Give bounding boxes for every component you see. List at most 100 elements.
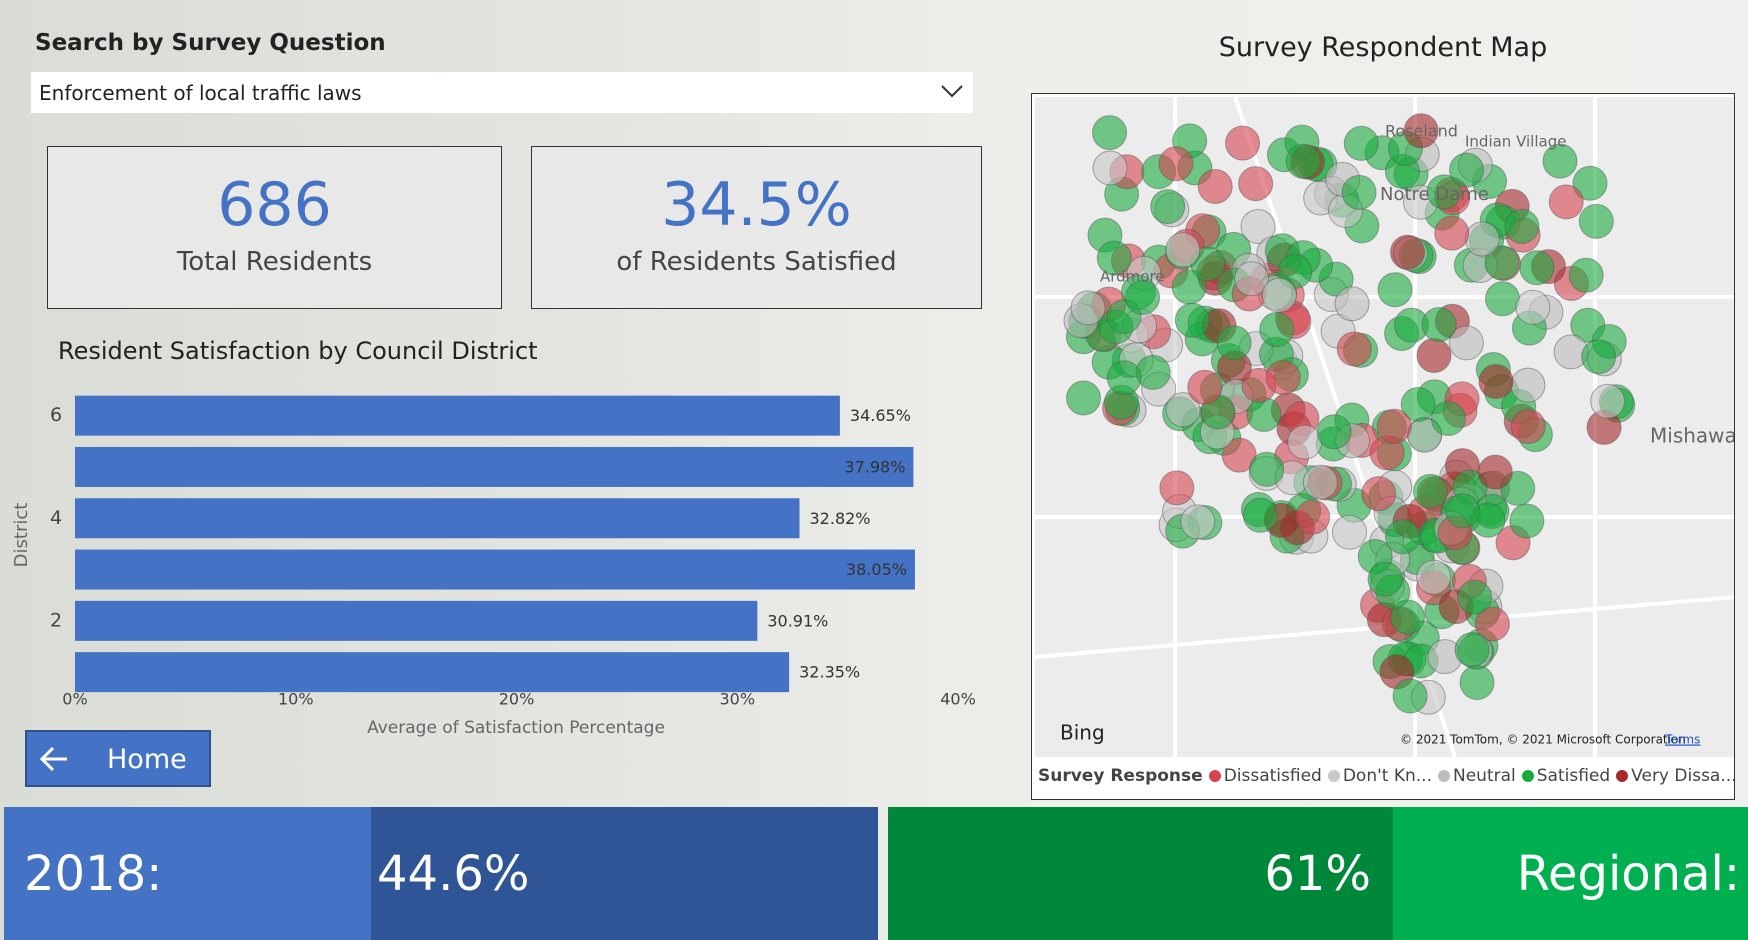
y-tick-label: 6 — [50, 404, 62, 426]
bar — [75, 498, 800, 539]
map-marker — [1581, 339, 1617, 375]
data-label: 32.35% — [799, 663, 860, 682]
bar — [75, 446, 914, 487]
map-marker — [1361, 476, 1397, 512]
map-marker — [1125, 280, 1161, 316]
map-marker — [1376, 408, 1412, 444]
legend-label: Dissatisfied — [1223, 766, 1322, 786]
y-tick-label: 2 — [50, 609, 62, 631]
regional-value-tile: 61% — [888, 807, 1393, 940]
map-marker — [1242, 497, 1278, 533]
x-tick-label: 0% — [62, 690, 87, 709]
map-marker — [1261, 277, 1297, 313]
map-marker — [1180, 504, 1216, 540]
map-marker — [1165, 392, 1201, 428]
map-marker — [1448, 325, 1484, 361]
map-marker — [1568, 257, 1604, 293]
dropdown[interactable]: Enforcement of local traffic laws — [31, 72, 973, 113]
map-marker — [1159, 470, 1195, 506]
map-marker — [1459, 665, 1495, 701]
map-marker — [1238, 166, 1274, 202]
place-label: Roseland — [1385, 122, 1458, 141]
kpi-value: 34.5% — [661, 170, 852, 240]
map-marker — [1548, 184, 1584, 220]
legend-label: Don't Kn... — [1342, 766, 1432, 786]
terms-link[interactable]: Terms — [1664, 733, 1700, 747]
legend-label: Very Dissa... — [1631, 766, 1735, 786]
kpi-card: 686 Total Residents — [47, 146, 502, 309]
map-marker — [1225, 125, 1261, 161]
map-marker — [1590, 383, 1626, 419]
back-arrow — [39, 746, 67, 772]
map-marker — [1400, 386, 1436, 422]
legend-swatch — [1327, 770, 1340, 782]
map-marker — [1334, 286, 1370, 322]
x-tick-label: 20% — [499, 690, 535, 709]
map-marker — [1197, 169, 1233, 205]
map-marker — [1403, 113, 1439, 149]
map-marker — [1392, 678, 1428, 714]
kpi-label: Total Residents — [176, 247, 373, 277]
map-marker — [1343, 125, 1379, 161]
legend-swatch — [1438, 770, 1450, 782]
map-marker — [1434, 215, 1470, 251]
map[interactable]: Roseland Indian Village Notre Dame Ardmo… — [1035, 97, 1735, 757]
regional-label-tile: Regional: — [1393, 807, 1748, 940]
map-marker — [1578, 203, 1614, 239]
legend-item[interactable]: Dissatisfied — [1208, 766, 1322, 786]
legend-item[interactable]: Very Dissa... — [1616, 766, 1735, 786]
map-marker — [1341, 174, 1377, 210]
kpi-label: of Residents Satisfied — [616, 247, 897, 277]
x-tick-label: 30% — [719, 690, 755, 709]
map-marker — [1135, 354, 1171, 390]
map-marker — [1449, 152, 1485, 188]
map-marker — [1171, 269, 1207, 305]
map-marker — [1542, 143, 1578, 179]
y-axis-label: District — [11, 503, 32, 568]
legend-item[interactable]: Don't Kn... — [1327, 766, 1432, 786]
map-marker — [1265, 360, 1301, 396]
map-marker — [1515, 289, 1551, 325]
legend-swatch — [1208, 770, 1221, 782]
map-marker — [1174, 302, 1210, 338]
bar — [75, 395, 840, 436]
legend-item[interactable]: Neutral — [1438, 766, 1516, 786]
place-label: Mishawa — [1650, 424, 1735, 448]
bing-logo: Bing — [1060, 721, 1105, 745]
bar — [75, 549, 915, 590]
map-marker — [1302, 464, 1338, 500]
year-value-tile: 44.6% — [371, 807, 878, 940]
map-marker — [1572, 165, 1608, 201]
legend-swatch — [1616, 770, 1629, 782]
bar — [75, 600, 758, 641]
map-marker — [1158, 146, 1194, 182]
map-title: Survey Respondent Map — [1218, 32, 1548, 63]
home-button[interactable]: Home — [25, 730, 211, 787]
legend-label: Neutral — [1453, 766, 1516, 786]
chart-title: Resident Satisfaction by Council Distric… — [58, 337, 538, 365]
bar — [75, 652, 790, 693]
map-marker — [1377, 272, 1413, 308]
map-visual: Roseland Indian Village Notre Dame Ardmo… — [1031, 93, 1735, 800]
data-label: 38.05% — [846, 560, 907, 579]
data-label: 37.98% — [844, 457, 905, 476]
map-marker — [1259, 311, 1295, 347]
year-label-tile: 2018: — [4, 807, 371, 940]
year-label: 2018: — [24, 845, 163, 902]
map-marker — [1454, 632, 1490, 668]
map-marker — [1096, 240, 1132, 276]
map-marker — [1519, 250, 1555, 286]
map-marker — [1216, 325, 1252, 361]
map-marker — [1416, 338, 1452, 374]
map-marker — [1412, 473, 1448, 509]
data-label: 32.82% — [810, 509, 871, 528]
place-label: Notre Dame — [1380, 184, 1489, 205]
data-label: 34.65% — [850, 406, 911, 425]
legend-item[interactable]: Satisfied — [1521, 766, 1611, 786]
map-marker — [1240, 209, 1276, 245]
map-marker — [1464, 221, 1500, 257]
legend-label: Satisfied — [1536, 766, 1611, 786]
map-marker — [1477, 454, 1513, 490]
bar-chart: Resident Satisfaction by Council Distric… — [11, 337, 976, 738]
